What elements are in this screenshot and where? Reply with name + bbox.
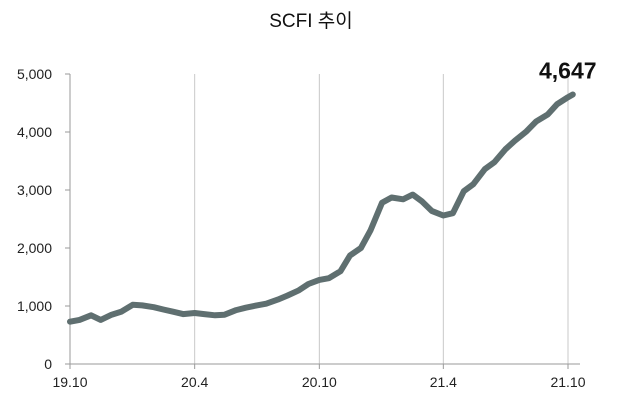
series-group <box>67 91 576 325</box>
x-tick-label: 20.10 <box>302 374 337 390</box>
x-axis-tick-labels: 19.10 20.4 20.10 21.4 21.10 <box>52 364 586 390</box>
y-axis-tick-labels: 0 1,000 2,000 3,000 4,000 5,000 <box>17 66 70 372</box>
x-tick-label: 20.4 <box>181 374 208 390</box>
y-tick-label: 5,000 <box>17 66 52 82</box>
grid-lines <box>194 74 569 364</box>
y-tick-label: 3,000 <box>17 182 52 198</box>
y-tick-label: 0 <box>44 356 52 372</box>
x-tick-label: 19.10 <box>52 374 87 390</box>
last-value-annotation: 4,647 <box>539 57 597 83</box>
x-tick-label: 21.10 <box>550 374 585 390</box>
scfi-series-line <box>67 91 576 325</box>
chart-title: SCFI 추이 <box>269 10 353 32</box>
y-tick-label: 4,000 <box>17 124 52 140</box>
x-tick-label: 21.4 <box>430 374 457 390</box>
axes <box>69 74 580 365</box>
y-tick-label: 1,000 <box>17 298 52 314</box>
y-tick-label: 2,000 <box>17 240 52 256</box>
